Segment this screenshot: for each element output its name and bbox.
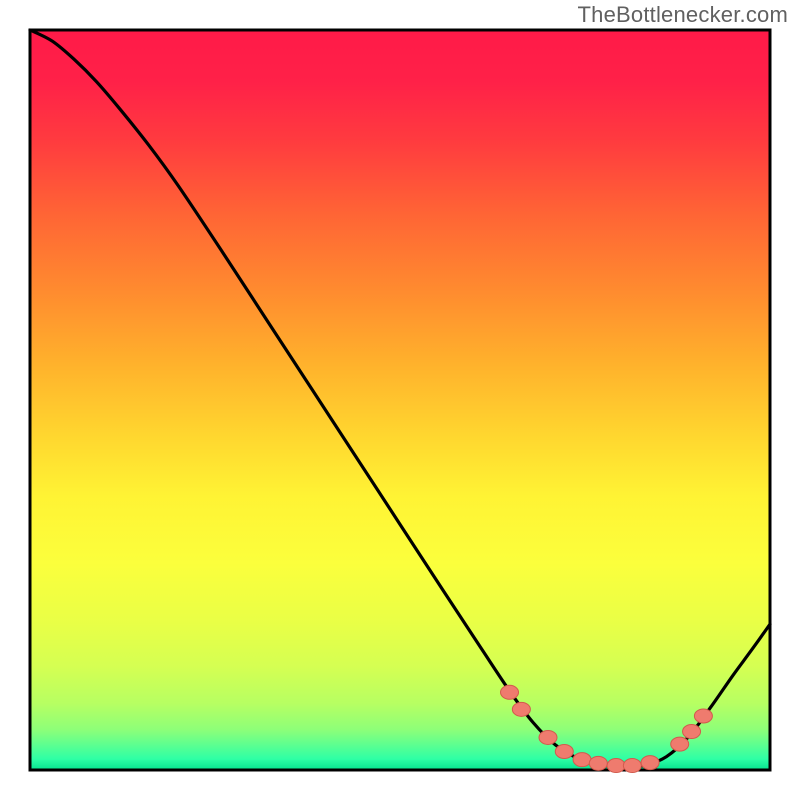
curve-marker	[539, 730, 557, 744]
curve-marker	[683, 725, 701, 739]
curve-marker	[671, 737, 689, 751]
curve-marker	[694, 709, 712, 723]
watermark-text: TheBottlenecker.com	[578, 2, 788, 28]
gradient-background	[30, 30, 770, 770]
curve-marker	[501, 685, 519, 699]
curve-marker	[623, 759, 641, 773]
chart-container: TheBottlenecker.com	[0, 0, 800, 800]
curve-marker	[512, 702, 530, 716]
curve-marker	[555, 745, 573, 759]
curve-marker	[589, 756, 607, 770]
curve-marker	[641, 756, 659, 770]
curve-marker	[573, 753, 591, 767]
curve-marker	[607, 759, 625, 773]
chart-svg	[0, 0, 800, 800]
